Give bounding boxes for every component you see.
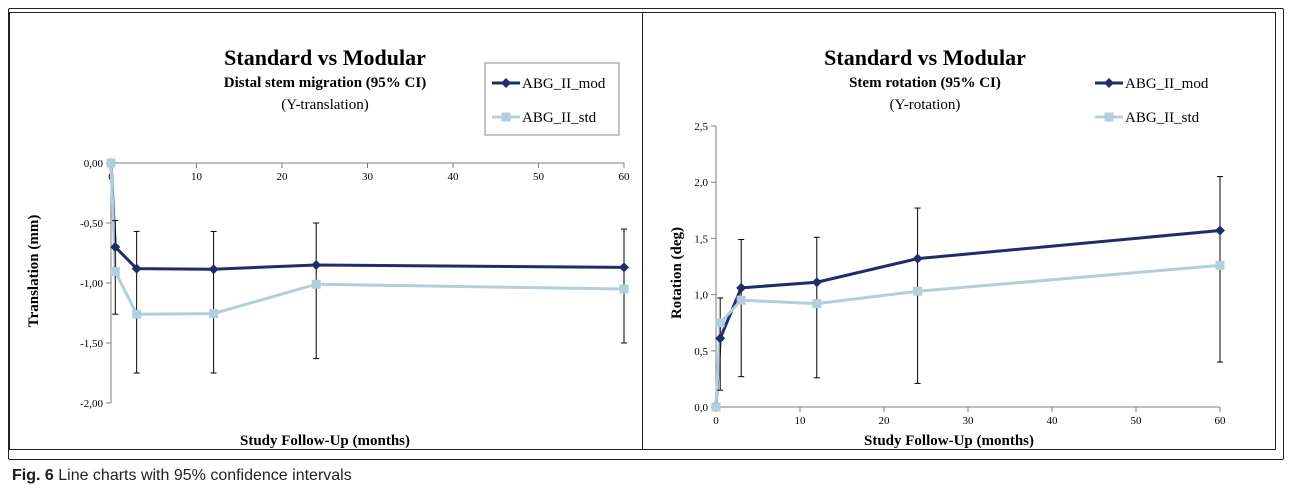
caption-text: Line charts with 95% confidence interval… bbox=[58, 467, 352, 484]
plot-area: 0,0 0,5 1,0 1,5 2,0 2,5 0 10 20 30 40 50 60 bbox=[694, 121, 1226, 427]
legend-label-std: ABG_II_std bbox=[522, 110, 597, 126]
x-tick-label: 20 bbox=[879, 415, 891, 427]
translation-chart: Standard vs Modular Distal stem migratio… bbox=[26, 45, 630, 449]
x-tick-label: 20 bbox=[277, 171, 289, 183]
figure-frame bbox=[8, 8, 1284, 460]
x-tick-label: 50 bbox=[1131, 415, 1143, 427]
data-point-mod bbox=[208, 264, 219, 275]
data-point-std bbox=[110, 267, 120, 277]
data-point-mod bbox=[715, 333, 726, 344]
legend-label-std: ABG_II_std bbox=[1125, 110, 1200, 126]
data-point-std bbox=[736, 295, 746, 305]
data-point-mod bbox=[131, 263, 142, 274]
x-tick-label: 40 bbox=[1047, 415, 1059, 427]
legend-marker-std bbox=[501, 112, 511, 122]
x-axis-label: Study Follow-Up (months) bbox=[864, 433, 1034, 449]
chart-subtitle-2: (Y-translation) bbox=[281, 97, 368, 113]
data-point-mod bbox=[811, 277, 822, 288]
legend-label-mod: ABG_II_mod bbox=[1125, 76, 1209, 92]
y-tick-label: 0,5 bbox=[694, 346, 708, 358]
data-point-mod bbox=[1215, 225, 1225, 236]
data-point-std bbox=[1215, 260, 1225, 270]
y-tick-label: 2,0 bbox=[694, 177, 708, 189]
data-point-std bbox=[209, 309, 219, 319]
legend-marker-mod bbox=[1104, 78, 1114, 88]
data-point-std bbox=[715, 318, 725, 328]
rotation-chart: Standard vs Modular Stem rotation (95% C… bbox=[669, 45, 1231, 449]
y-tick-label: -0,50 bbox=[80, 218, 103, 230]
chart-subtitle: Stem rotation (95% CI) bbox=[849, 75, 1001, 91]
x-tick-label: 10 bbox=[191, 171, 203, 183]
y-axis-label: Translation (mm) bbox=[26, 215, 42, 328]
x-tick-label: 30 bbox=[963, 415, 975, 427]
y-tick-label: -1,50 bbox=[80, 338, 103, 350]
data-point-std bbox=[106, 158, 116, 168]
series-line-std bbox=[109, 162, 625, 316]
y-tick-label: 0,00 bbox=[84, 158, 104, 170]
legend: ABG_II_mod ABG_II_std bbox=[1093, 65, 1231, 137]
data-point-std bbox=[132, 309, 142, 319]
legend-marker-std bbox=[1104, 112, 1114, 122]
x-tick-label: 40 bbox=[448, 171, 460, 183]
chart-panel-translation: Standard vs Modular Distal stem migratio… bbox=[9, 12, 643, 450]
y-tick-label: 1,5 bbox=[694, 233, 708, 245]
chart-title: Standard vs Modular bbox=[224, 45, 426, 70]
chart-title: Standard vs Modular bbox=[824, 45, 1026, 70]
data-point-mod bbox=[736, 282, 747, 293]
data-point-mod bbox=[912, 253, 923, 264]
y-axis-label: Rotation (deg) bbox=[669, 227, 685, 319]
legend-marker-mod bbox=[501, 78, 511, 88]
legend-box bbox=[1093, 65, 1231, 137]
series-line-mod bbox=[714, 229, 1221, 408]
data-point-std bbox=[913, 286, 923, 296]
series-line-std bbox=[714, 263, 1221, 408]
x-tick-label: 60 bbox=[619, 171, 631, 183]
data-point-std bbox=[311, 279, 321, 289]
legend-box bbox=[484, 62, 620, 136]
legend: ABG_II_mod ABG_II_std bbox=[484, 62, 620, 136]
x-tick-label: 50 bbox=[533, 171, 545, 183]
x-tick-label: 0 bbox=[713, 415, 719, 427]
data-point-mod bbox=[311, 260, 322, 270]
chart-subtitle: Distal stem migration (95% CI) bbox=[224, 75, 426, 91]
data-point-mod bbox=[110, 242, 121, 252]
y-tick-label: 1,0 bbox=[694, 290, 708, 302]
x-axis-label: Study Follow-Up (months) bbox=[240, 433, 410, 449]
data-point-mod bbox=[619, 262, 629, 273]
plot-area: 0,00-0,50-1,00-1,50-2,000 10 20 30 40 50 60 bbox=[80, 158, 630, 410]
x-tick-label: 30 bbox=[362, 171, 374, 183]
x-tick-label: 10 bbox=[795, 415, 807, 427]
figure-caption: Fig. 6 Line charts with 95% confidence i… bbox=[12, 467, 352, 485]
data-point-std bbox=[711, 402, 721, 412]
data-point-std bbox=[619, 284, 629, 294]
y-tick-label: -2,00 bbox=[80, 398, 103, 410]
data-point-std bbox=[812, 299, 822, 309]
chart-panel-rotation: Standard vs Modular Stem rotation (95% C… bbox=[642, 12, 1276, 450]
x-tick-label: 60 bbox=[1215, 415, 1227, 427]
legend-label-mod: ABG_II_mod bbox=[522, 76, 606, 92]
y-tick-label: 0,0 bbox=[694, 402, 708, 414]
y-tick-label: -1,00 bbox=[80, 278, 103, 290]
figure-label: Fig. 6 bbox=[12, 467, 54, 484]
chart-subtitle-2: (Y-rotation) bbox=[890, 97, 961, 113]
y-tick-label: 2,5 bbox=[694, 121, 708, 133]
